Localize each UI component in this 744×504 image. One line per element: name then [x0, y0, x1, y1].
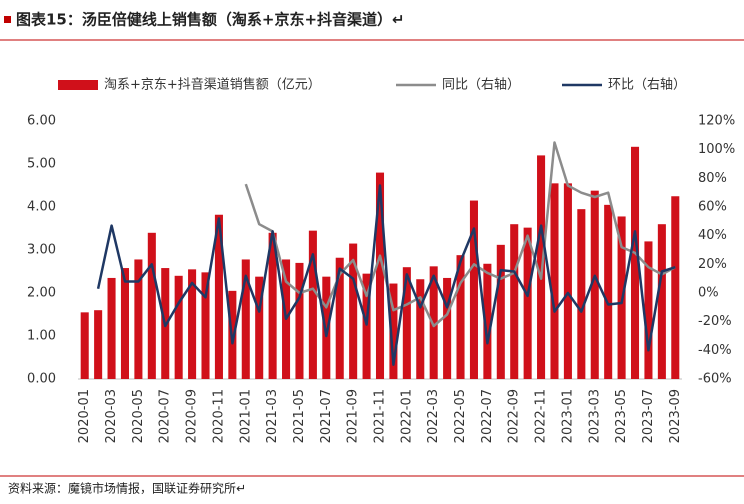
y2-tick-label: 20% — [698, 257, 727, 272]
bar — [308, 230, 317, 379]
x-tick-label: 2020-03 — [104, 389, 119, 443]
bar — [201, 272, 210, 379]
bar — [577, 209, 586, 379]
x-tick-label: 2021-07 — [319, 389, 334, 443]
bar — [120, 268, 130, 379]
x-tick-label: 2020-07 — [158, 389, 173, 443]
bar — [362, 273, 371, 379]
bar — [604, 204, 613, 379]
x-tick-label: 2022-05 — [453, 389, 468, 443]
y-tick-label: 2.00 — [27, 286, 56, 301]
bar — [496, 244, 505, 379]
bar — [335, 257, 344, 379]
x-tick-label: 2023-03 — [587, 389, 602, 443]
bar — [80, 312, 89, 379]
bar — [255, 276, 264, 379]
x-tick-label: 2020-11 — [211, 389, 226, 443]
x-tick-label: 2023-09 — [668, 389, 683, 443]
bar — [671, 196, 680, 379]
legend-label: 环比（右轴） — [608, 78, 686, 93]
x-tick-label: 2022-03 — [426, 389, 441, 443]
y-tick-label: 0.00 — [27, 372, 56, 387]
bar — [94, 310, 103, 379]
bar — [456, 255, 465, 379]
bar — [295, 262, 304, 379]
x-tick-label: 2022-09 — [507, 389, 522, 443]
bar — [349, 243, 358, 379]
bar — [134, 259, 143, 379]
bar — [214, 214, 223, 379]
bar — [590, 190, 599, 379]
x-tick-label: 2023-07 — [641, 389, 656, 443]
bar — [375, 172, 385, 379]
bar — [174, 275, 183, 379]
bar — [644, 241, 653, 379]
legend-label: 淘系+京东+抖音渠道销售额（亿元） — [104, 77, 321, 93]
chart-title: 图表15：汤臣倍健线上销售额（淘系+京东+抖音渠道）↵ — [16, 11, 405, 29]
bar — [416, 279, 425, 379]
x-tick-label: 2021-09 — [346, 389, 361, 443]
y2-tick-label: -20% — [698, 314, 732, 329]
bar — [443, 277, 452, 379]
bar — [268, 232, 277, 379]
y-tick-label: 4.00 — [27, 200, 56, 215]
y2-tick-label: 80% — [698, 171, 727, 186]
y-tick-label: 6.00 — [27, 114, 56, 129]
bar — [402, 267, 411, 379]
bar — [107, 277, 116, 379]
bar — [389, 283, 398, 379]
line — [244, 141, 676, 328]
x-tick-label: 2023-05 — [614, 389, 629, 443]
y2-tick-label: 100% — [698, 142, 735, 157]
y-tick-label: 3.00 — [27, 243, 56, 258]
bar — [563, 183, 572, 379]
bar — [510, 224, 519, 379]
y2-tick-label: 120% — [698, 114, 735, 129]
source: 资料来源：魔镜市场情报，国联证券研究所↵ — [8, 481, 246, 496]
bar — [630, 146, 640, 379]
bar — [469, 200, 478, 379]
x-tick-label: 2023-01 — [560, 389, 575, 443]
legend-swatch — [58, 80, 98, 90]
x-tick-label: 2021-03 — [265, 389, 280, 443]
bar — [188, 269, 197, 379]
x-tick-label: 2020-05 — [131, 389, 146, 443]
bar — [147, 232, 156, 379]
x-tick-label: 2022-01 — [399, 389, 414, 443]
x-tick-label: 2020-09 — [185, 389, 200, 443]
y2-tick-label: 40% — [698, 228, 727, 243]
bar — [322, 276, 331, 379]
x-tick-label: 2021-11 — [373, 389, 388, 443]
y-tick-label: 5.00 — [27, 157, 56, 172]
y2-tick-label: 0% — [698, 286, 719, 301]
x-tick-label: 2022-11 — [534, 389, 549, 443]
bar — [241, 259, 250, 379]
x-tick-label: 2021-05 — [292, 389, 307, 443]
x-tick-label: 2021-01 — [238, 389, 253, 443]
y2-tick-label: 60% — [698, 200, 727, 215]
x-tick-label: 2022-07 — [480, 389, 495, 443]
title-bullet — [4, 16, 11, 23]
x-tick-label: 2020-01 — [77, 389, 92, 443]
bar — [550, 183, 559, 379]
bar — [523, 227, 532, 379]
bar — [657, 224, 666, 379]
legend-label: 同比（右轴） — [442, 78, 520, 93]
bar — [429, 266, 438, 379]
bar — [483, 263, 492, 379]
y-tick-label: 1.00 — [27, 329, 56, 344]
y2-tick-label: -40% — [698, 343, 732, 358]
y2-tick-label: -60% — [698, 372, 732, 387]
line — [96, 184, 676, 366]
